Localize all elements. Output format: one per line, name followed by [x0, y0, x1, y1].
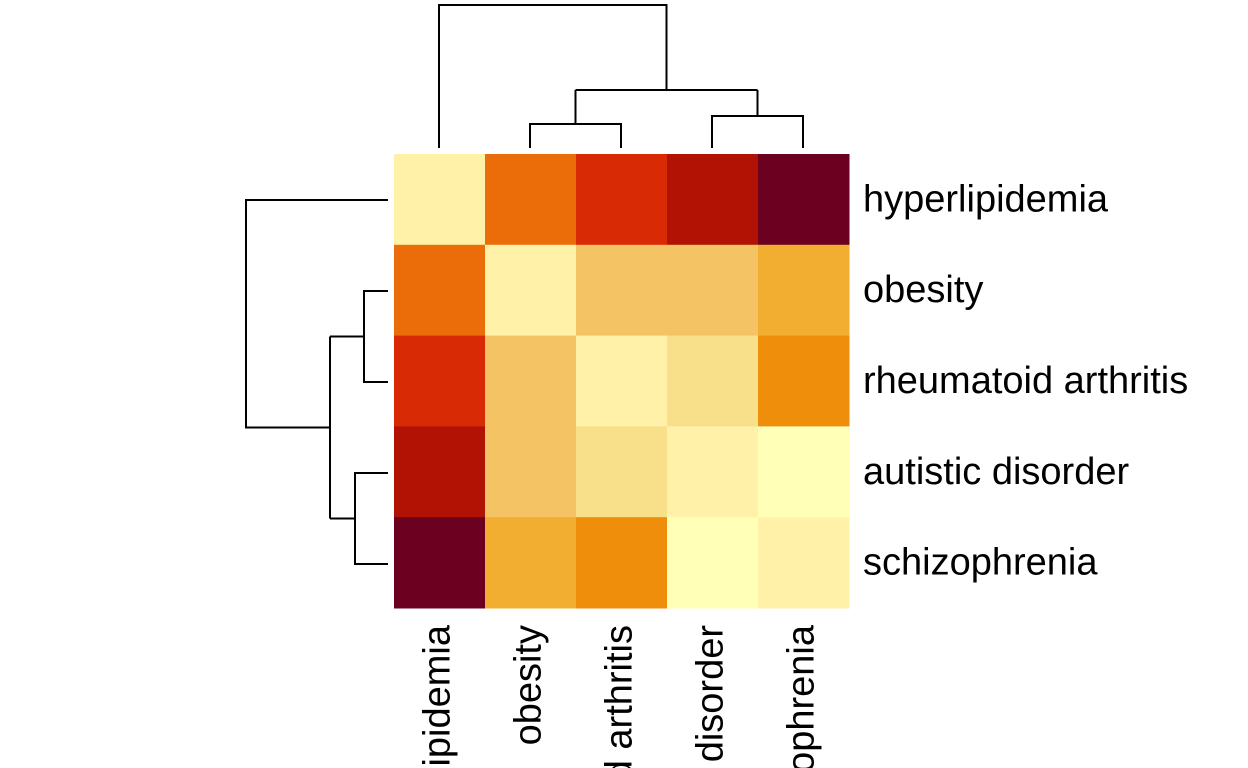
- heatmap-cell: [394, 335, 486, 427]
- heatmap-cell: [758, 426, 850, 518]
- column-label: schizophrenia: [781, 624, 823, 768]
- heatmap-cell: [758, 154, 850, 246]
- heatmap-cell: [758, 517, 850, 609]
- row-dendrogram: [245, 199, 388, 565]
- heatmap-cell: [485, 154, 577, 246]
- heatmap-cell: [576, 517, 668, 609]
- heatmap-cell: [758, 244, 850, 337]
- heatmap-cell: [667, 426, 759, 518]
- heatmap-cell: [485, 517, 577, 609]
- heatmap-cell: [667, 154, 759, 246]
- column-label: autistic disorder: [690, 625, 732, 768]
- heatmap-cell: [758, 335, 850, 427]
- row-label: autistic disorder: [863, 451, 1129, 493]
- heatmap-cell: [394, 154, 486, 246]
- column-label: rheumatoid arthritis: [599, 625, 641, 768]
- heatmap-cell: [576, 335, 668, 427]
- heatmap-cell: [667, 244, 759, 337]
- heatmap-cell: [485, 426, 577, 518]
- heatmap-cell: [667, 335, 759, 427]
- column-dendrogram: [438, 4, 804, 148]
- heatmap-cell: [576, 244, 668, 337]
- row-label: hyperlipidemia: [863, 178, 1109, 220]
- heatmap-cell: [394, 426, 486, 518]
- heatmap-cell: [576, 426, 668, 518]
- row-label: rheumatoid arthritis: [863, 360, 1188, 402]
- heatmap-cell: [667, 517, 759, 609]
- heatmap-cell: [485, 335, 577, 427]
- row-label: obesity: [863, 269, 983, 311]
- heatmap-cell: [394, 244, 486, 337]
- heatmap-cell: [394, 517, 486, 609]
- heatmap-cell: [576, 154, 668, 246]
- row-label: schizophrenia: [863, 542, 1098, 584]
- column-label: obesity: [508, 625, 550, 745]
- column-label: hyperlipidemia: [417, 624, 459, 768]
- heatmap-cell: [485, 244, 577, 337]
